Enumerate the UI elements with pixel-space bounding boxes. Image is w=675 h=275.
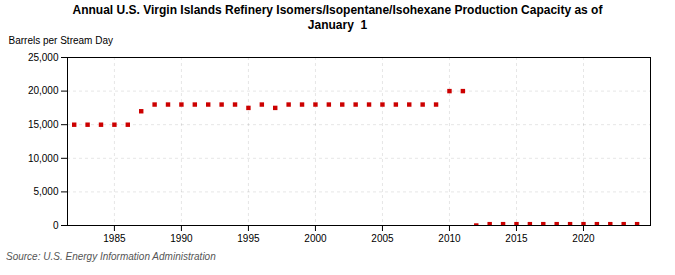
svg-text:1995: 1995	[237, 233, 260, 244]
svg-text:2005: 2005	[371, 233, 394, 244]
svg-text:0: 0	[53, 220, 59, 231]
svg-text:5,000: 5,000	[33, 186, 58, 197]
svg-text:10,000: 10,000	[28, 153, 59, 164]
svg-text:1985: 1985	[103, 233, 126, 244]
svg-text:20,000: 20,000	[28, 85, 59, 96]
svg-text:Barrels per Stream Day: Barrels per Stream Day	[9, 35, 113, 46]
html-text:Source: U.S. Energy Informatio: Source: U.S. Energy Information Administ…	[6, 251, 216, 262]
svg-text:2020: 2020	[572, 233, 595, 244]
html-text:Annual U.S. Virgin Islands Ref: Annual U.S. Virgin Islands Refinery Isom…	[72, 3, 603, 32]
svg-text:15,000: 15,000	[28, 119, 59, 130]
svg-text:25,000: 25,000	[28, 52, 59, 63]
svg-text:1990: 1990	[170, 233, 193, 244]
svg-text:2000: 2000	[304, 233, 327, 244]
svg-text:2010: 2010	[438, 233, 461, 244]
svg-text:2015: 2015	[505, 233, 528, 244]
